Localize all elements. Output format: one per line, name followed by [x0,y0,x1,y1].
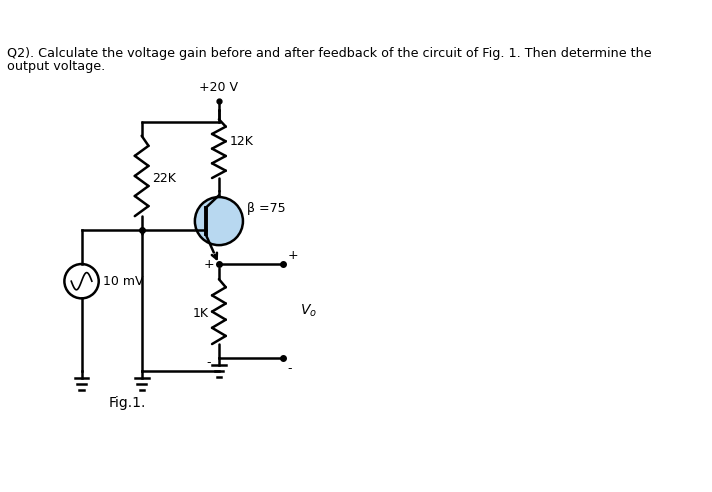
Text: +: + [204,257,214,271]
Text: Q2). Calculate the voltage gain before and after feedback of the circuit of Fig.: Q2). Calculate the voltage gain before a… [7,47,651,60]
Text: -: - [206,356,211,369]
Text: 22K: 22K [152,172,176,184]
Text: Fig.1.: Fig.1. [108,396,146,410]
Text: $V_o$: $V_o$ [300,303,318,319]
Text: +20 V: +20 V [199,81,239,94]
Text: 1K: 1K [193,307,209,320]
Circle shape [195,197,243,245]
Text: +: + [288,249,298,262]
Text: β =75: β =75 [247,202,286,215]
Text: 10 mV: 10 mV [103,275,144,288]
Text: output voltage.: output voltage. [7,60,105,73]
Text: -: - [288,362,292,375]
Text: 12K: 12K [229,135,253,148]
